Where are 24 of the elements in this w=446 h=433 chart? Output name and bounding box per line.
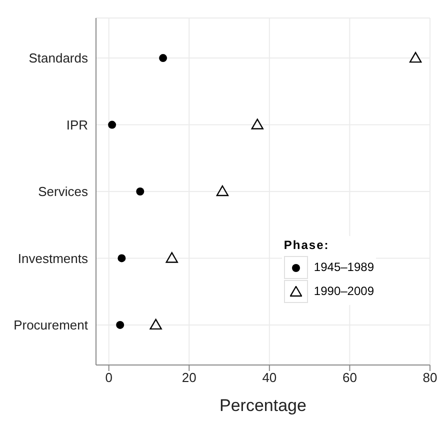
point bbox=[108, 120, 116, 129]
point bbox=[251, 118, 264, 130]
point bbox=[159, 54, 168, 62]
y-tick-label: Investments bbox=[18, 250, 88, 266]
y-tick-label: IPR bbox=[66, 117, 88, 132]
legend-label: 1990–2009 bbox=[314, 284, 374, 298]
x-tick-label: 20 bbox=[182, 370, 196, 386]
x-tick-label: 0 bbox=[105, 370, 112, 386]
point bbox=[409, 52, 422, 63]
legend-title: Phase: bbox=[284, 238, 330, 252]
point bbox=[116, 320, 124, 329]
y-tick-label: Services bbox=[38, 184, 88, 200]
y-tick-label: Standards bbox=[28, 50, 88, 66]
y-tick-label: Procurement bbox=[14, 318, 88, 333]
x-axis-title: Percentage bbox=[220, 396, 306, 415]
point bbox=[216, 185, 229, 196]
point bbox=[150, 318, 162, 330]
x-tick-label: 80 bbox=[422, 370, 438, 386]
point bbox=[136, 188, 144, 196]
x-tick-label: 40 bbox=[262, 370, 277, 386]
x-tick-label: 60 bbox=[342, 370, 357, 386]
point bbox=[118, 254, 126, 262]
legend-label: 1945–1989 bbox=[314, 260, 374, 274]
point bbox=[166, 252, 178, 263]
